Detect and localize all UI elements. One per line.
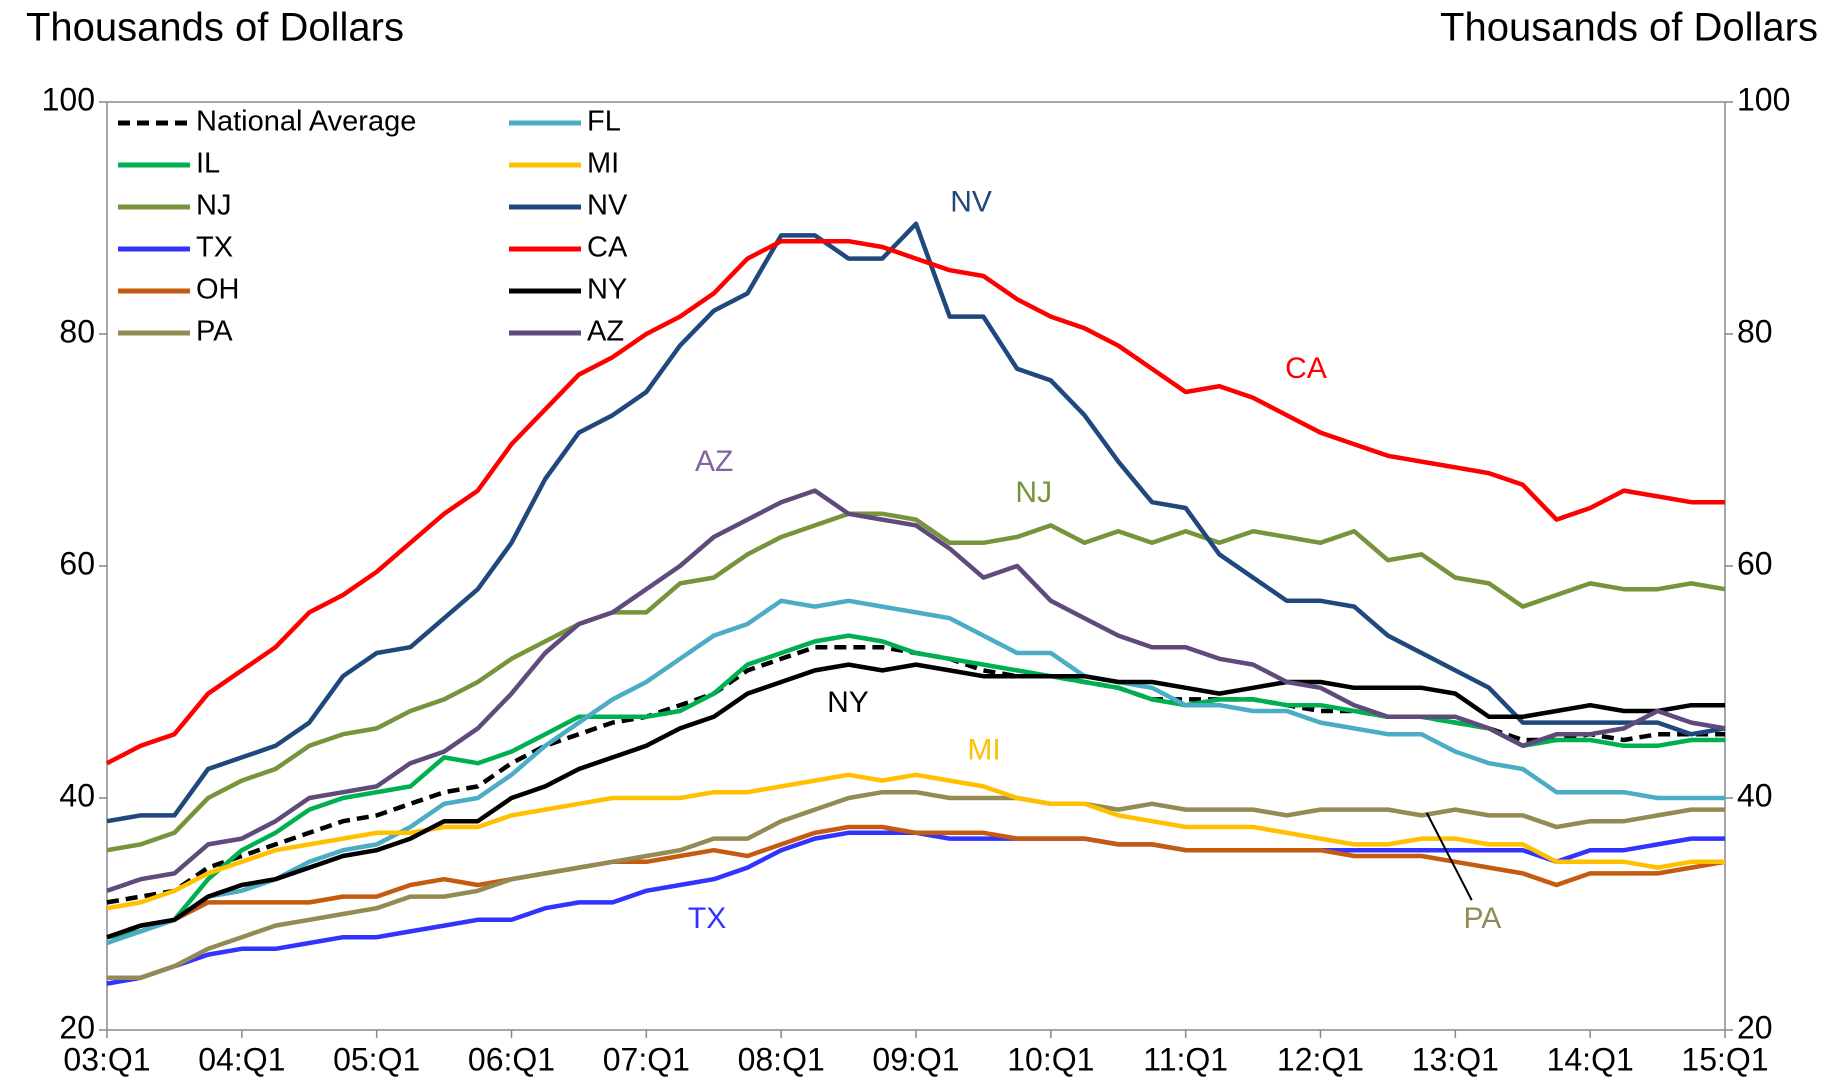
x-tick-label: 03:Q1 [63, 1041, 150, 1077]
y-tick-label: 60 [59, 545, 95, 581]
x-tick-label: 10:Q1 [1007, 1041, 1094, 1077]
legend-label: TX [196, 232, 233, 264]
legend-label: MI [587, 148, 619, 180]
annotation: NJ [1015, 476, 1052, 509]
annotation: TX [688, 902, 726, 935]
x-tick-label: 09:Q1 [872, 1041, 959, 1077]
x-tick-label: 12:Q1 [1277, 1041, 1364, 1077]
annotation: NY [827, 686, 869, 719]
annotation: PA [1463, 902, 1501, 935]
legend-label: FL [587, 106, 621, 138]
annotation: NV [950, 185, 992, 218]
series-line [106, 488, 1726, 893]
x-tick-label: 15:Q1 [1681, 1041, 1768, 1077]
x-tick-label: 04:Q1 [198, 1041, 285, 1077]
y2-axis-title: Thousands of Dollars [1440, 6, 1818, 50]
x-tick-label: 05:Q1 [333, 1041, 420, 1077]
legend-label: NY [587, 274, 627, 306]
legend-label: PA [196, 316, 233, 348]
x-tick-label: 06:Q1 [468, 1041, 555, 1077]
series-line [107, 789, 1725, 981]
x-tick-label: 08:Q1 [738, 1041, 825, 1077]
legend-label: AZ [587, 316, 624, 348]
legend-label: NJ [196, 190, 231, 222]
legend-label: IL [196, 148, 220, 180]
annotation: MI [967, 733, 1000, 766]
y-tick-label: 40 [59, 777, 95, 813]
x-tick-label: 14:Q1 [1547, 1041, 1634, 1077]
y2-tick-label: 40 [1737, 777, 1773, 813]
y-tick-label: 20 [59, 1009, 95, 1045]
series-line [106, 511, 1726, 853]
legend-label: CA [587, 232, 628, 264]
series-line [106, 772, 1725, 911]
series-line [106, 221, 1726, 824]
series-line [105, 238, 1725, 766]
series-line [106, 824, 1726, 940]
legend-label: NV [587, 190, 628, 222]
plot-frame [106, 101, 1726, 1031]
annotation: CA [1285, 352, 1327, 385]
y2-tick-label: 20 [1737, 1009, 1773, 1045]
annotation: AZ [695, 445, 733, 478]
y2-tick-label: 100 [1737, 81, 1790, 117]
legend-label: OH [196, 274, 240, 306]
y2-tick-label: 80 [1737, 313, 1773, 349]
x-tick-label: 13:Q1 [1412, 1041, 1499, 1077]
annotation-leader [1425, 812, 1473, 901]
x-tick-label: 07:Q1 [603, 1041, 690, 1077]
y-tick-label: 100 [42, 81, 95, 117]
y-axis-title: Thousands of Dollars [26, 6, 404, 50]
y-tick-label: 80 [59, 313, 95, 349]
series-line [106, 633, 1725, 940]
y2-tick-label: 60 [1737, 545, 1773, 581]
series-line [106, 662, 1725, 940]
x-tick-label: 11:Q1 [1143, 1041, 1228, 1077]
legend-label: National Average [196, 106, 416, 138]
series-line [106, 598, 1725, 946]
